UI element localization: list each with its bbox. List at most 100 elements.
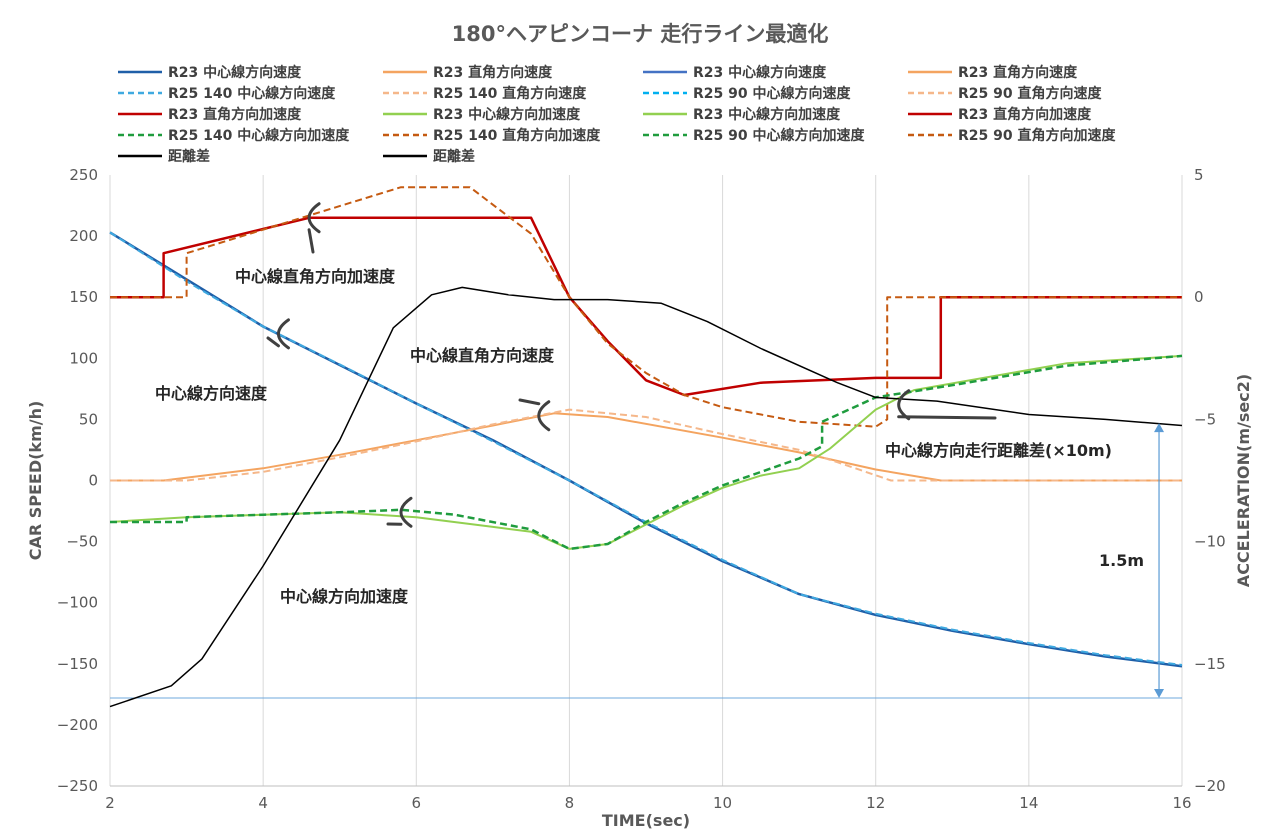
legend-item: 距離差: [118, 146, 210, 166]
legend-item: R25 90 中心線方向速度: [643, 83, 851, 103]
y2-tick-label: −20: [1194, 777, 1226, 795]
x-tick-label: 8: [565, 794, 575, 812]
y-tick-label: −250: [57, 777, 98, 795]
legend-label: R23 直角方向速度: [433, 65, 553, 81]
legend-item: 距離差: [383, 146, 475, 166]
legend-item: R23 中心線方向速度: [118, 62, 301, 82]
y-tick-label: −100: [57, 594, 98, 612]
x-tick-label: 4: [258, 794, 268, 812]
legend-item: R23 直角方向速度: [908, 62, 1077, 82]
legend-swatch: [118, 133, 162, 137]
y2-tick-label: −5: [1194, 410, 1216, 428]
annotation-label: 中心線方向走行距離差(×10m): [885, 441, 1112, 460]
dimension-arrow-head-top: [1154, 423, 1165, 433]
legend-swatch: [643, 133, 687, 137]
legend-swatch: [118, 91, 162, 95]
legend-swatch: [643, 70, 687, 74]
legend-label: R25 140 中心線方向加速度: [168, 128, 350, 144]
callout-hook: [537, 400, 551, 432]
legend-swatch: [643, 112, 687, 116]
callout-leader: [307, 228, 315, 254]
legend-label: R23 中心線方向加速度: [433, 107, 581, 123]
callout-leader: [266, 336, 280, 348]
legend-item: R23 直角方向加速度: [118, 104, 301, 124]
annotation-label: 中心線方向加速度: [280, 587, 409, 606]
series-line-5: [110, 186, 1182, 428]
legend-item: R25 140 直角方向加速度: [383, 125, 600, 145]
legend-swatch: [908, 133, 952, 137]
legend-item: R23 中心線方向加速度: [383, 104, 580, 124]
legend-item: R25 140 中心線方向速度: [118, 83, 335, 103]
series-line-4: [110, 216, 1182, 397]
y2-tick-label: 0: [1194, 288, 1204, 306]
legend-label: R23 中心線方向速度: [693, 65, 827, 81]
x-tick-label: 2: [105, 794, 115, 812]
callout-hook: [897, 389, 911, 421]
legend-label: R23 中心線方向加速度: [693, 107, 841, 123]
callout-hook: [307, 202, 321, 234]
legend-label: R23 直角方向加速度: [958, 107, 1092, 123]
legend-swatch: [383, 91, 427, 95]
legend-item: R25 90 直角方向加速度: [908, 125, 1116, 145]
dimension-label: 1.5m: [1099, 551, 1144, 570]
legend-swatch: [383, 112, 427, 116]
annotation-label: 中心線方向速度: [155, 384, 268, 403]
y-axis-title: CAR SPEED(km/h): [26, 401, 45, 561]
legend-item: R23 中心線方向加速度: [643, 104, 840, 124]
y-tick-label: 0: [88, 472, 98, 490]
legend-swatch: [383, 70, 427, 74]
y2-axis-title: ACCELERATION(m/sec2): [1234, 374, 1253, 587]
y-tick-label: −200: [57, 716, 98, 734]
legend-label: R23 直角方向加速度: [168, 107, 302, 123]
legend-label: R25 140 直角方向速度: [433, 86, 587, 102]
legend-item: R25 140 中心線方向加速度: [118, 125, 349, 145]
y-tick-label: 200: [69, 227, 98, 245]
callout-leader: [897, 415, 997, 420]
legend-item: R25 90 中心線方向加速度: [643, 125, 865, 145]
legend-swatch: [118, 154, 162, 158]
legend-swatch: [643, 91, 687, 95]
legend-swatch: [908, 91, 952, 95]
y-tick-label: −50: [66, 533, 98, 551]
callout-leader: [518, 398, 541, 406]
y2-tick-label: −15: [1194, 655, 1226, 673]
legend-label: R25 90 直角方向速度: [958, 86, 1102, 102]
legend-item: R23 直角方向加速度: [908, 104, 1091, 124]
annotation-label: 中心線直角方向加速度: [235, 267, 396, 286]
series-line-3: [110, 408, 1182, 482]
legend-label: R25 140 中心線方向速度: [168, 86, 336, 102]
legend-label: 距離差: [433, 149, 475, 165]
series-line-0: [109, 231, 1183, 668]
y2-tick-label: 5: [1194, 166, 1204, 184]
x-tick-label: 6: [412, 794, 422, 812]
y-tick-label: 100: [69, 349, 98, 367]
callout-hook: [276, 318, 290, 350]
legend-label: R23 中心線方向速度: [168, 65, 302, 81]
legend-swatch: [383, 154, 427, 158]
x-tick-label: 16: [1172, 794, 1191, 812]
annotation-label: 中心線直角方向速度: [410, 346, 555, 365]
legend-label: R25 140 直角方向加速度: [433, 128, 601, 144]
legend-swatch: [383, 133, 427, 137]
callout-hook: [399, 496, 413, 528]
legend-item: R23 直角方向速度: [383, 62, 552, 82]
series-line-7: [110, 354, 1183, 551]
dimension-arrow-head-bottom: [1154, 689, 1165, 699]
legend-swatch: [118, 112, 162, 116]
legend-swatch: [908, 112, 952, 116]
series-line-2: [110, 412, 1182, 482]
legend-label: R23 直角方向速度: [958, 65, 1078, 81]
legend-swatch: [118, 70, 162, 74]
y-tick-label: 50: [79, 410, 98, 428]
series-line-8: [109, 286, 1183, 708]
legend-swatch: [908, 70, 952, 74]
legend-label: R25 90 中心線方向速度: [693, 86, 851, 102]
y-tick-label: 250: [69, 166, 98, 184]
y-tick-label: 150: [69, 288, 98, 306]
x-tick-label: 12: [866, 794, 885, 812]
x-tick-label: 14: [1019, 794, 1038, 812]
legend-label: 距離差: [168, 149, 210, 165]
legend-item: R25 90 直角方向速度: [908, 83, 1102, 103]
chart-title: 180°ヘアピンコーナ 走行ライン最適化: [451, 22, 829, 46]
